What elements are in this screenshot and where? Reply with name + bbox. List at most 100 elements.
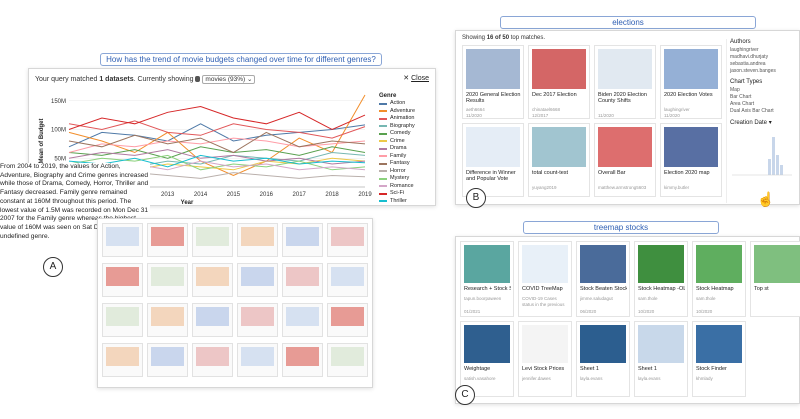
card-date: 12/2017 — [532, 113, 549, 118]
gallery-thumbnail[interactable] — [237, 303, 278, 337]
legend-swatch — [379, 200, 387, 203]
card-author: chinatael6668 — [532, 107, 561, 112]
legend-item[interactable]: Family — [379, 153, 415, 161]
legend-swatch — [379, 185, 387, 188]
chart-type-filter-item[interactable]: Area Chart — [730, 101, 755, 107]
author-filter-item[interactable]: jason.steven.banges — [730, 68, 776, 74]
legend-swatch — [379, 155, 387, 158]
card-title: COVID TreeMap — [522, 286, 563, 292]
gallery-thumbnail[interactable] — [282, 343, 323, 377]
legend-item[interactable]: Biography — [379, 123, 415, 131]
result-card[interactable]: total count-test yuyang2019 — [528, 123, 590, 197]
legend-label: Mystery — [390, 175, 410, 181]
result-card[interactable]: Top st — [750, 241, 800, 317]
y-tick-label: 100M — [51, 128, 66, 134]
result-card[interactable]: 2020 Election Votes laughingriver 11/2020 — [660, 45, 722, 119]
legend-item[interactable]: Crime — [379, 138, 415, 146]
x-axis-label: Year — [181, 200, 194, 205]
creation-date-histogram[interactable] — [730, 129, 794, 177]
gallery-thumbnail[interactable] — [102, 223, 143, 257]
legend-label: Drama — [390, 145, 407, 151]
gallery-thumbnail[interactable] — [102, 343, 143, 377]
legend-item[interactable]: Animation — [379, 115, 415, 123]
gallery-thumbnail[interactable] — [192, 223, 233, 257]
card-author: laughingriver — [664, 107, 690, 112]
gallery-thumbnail[interactable] — [192, 263, 233, 297]
chart-type-filter-item[interactable]: Map — [730, 87, 740, 93]
gallery-thumbnail[interactable] — [147, 303, 188, 337]
gallery-thumbnail[interactable] — [282, 303, 323, 337]
result-card[interactable]: COVID TreeMap COVID-19 Cases status in th… — [518, 241, 572, 317]
thumbnail-preview — [331, 267, 364, 286]
result-card[interactable]: Stock Finder khmlady — [692, 321, 746, 397]
gallery-thumbnail[interactable] — [147, 263, 188, 297]
gallery-thumbnail[interactable] — [147, 223, 188, 257]
thumbnail-preview — [151, 267, 184, 286]
thumbnail-preview — [151, 227, 184, 246]
chart-type-filter-item[interactable]: Bar Chart — [730, 94, 752, 100]
query-input-c[interactable]: treemap stocks — [523, 221, 719, 234]
gallery-thumbnail[interactable] — [237, 343, 278, 377]
chevron-down-icon: ⌄ — [246, 76, 253, 83]
filter-icon[interactable]: ▾ — [768, 120, 772, 126]
legend-item[interactable]: Adventure — [379, 108, 415, 116]
query-input-a[interactable]: How has the trend of movie budgets chang… — [100, 53, 382, 66]
result-card[interactable]: Weightage satish.vasahore — [460, 321, 514, 397]
legend-item[interactable]: Fantasy — [379, 160, 415, 168]
chart-type-filter-item[interactable]: Dual Axis Bar Chart — [730, 108, 774, 114]
gallery-thumbnail[interactable] — [237, 263, 278, 297]
result-card[interactable]: Dec 2017 Election chinatael6668 12/2017 — [528, 45, 590, 119]
legend-item[interactable]: Romance — [379, 183, 415, 191]
result-card[interactable]: Stock Beaten Stocks jimme.saludagut 06/202… — [576, 241, 630, 317]
dataset-select[interactable]: movies (93%) ⌄ — [202, 75, 256, 84]
gallery-thumbnail[interactable] — [327, 263, 368, 297]
gallery-thumbnail[interactable] — [192, 303, 233, 337]
card-author: kimmy.butler — [664, 185, 690, 190]
gallery-thumbnail[interactable] — [282, 223, 323, 257]
legend-swatch — [379, 117, 387, 120]
result-card[interactable]: Levi Stock Prices jennifer.dawes — [518, 321, 572, 397]
legend-item[interactable]: Mystery — [379, 175, 415, 183]
result-card[interactable]: Sheet 1 layla.evans — [576, 321, 630, 397]
thumbnail-preview — [106, 267, 139, 286]
gallery-thumbnail[interactable] — [102, 263, 143, 297]
result-card[interactable]: Research + Stock Signal tapun.boorpaween 0… — [460, 241, 514, 317]
panel-a-gallery — [97, 218, 373, 388]
result-card[interactable]: Election 2020 map kimmy.butler — [660, 123, 722, 197]
treemap-preview — [696, 325, 742, 363]
gallery-thumbnail[interactable] — [102, 303, 143, 337]
thumbnail-preview — [196, 267, 229, 286]
close-button[interactable]: ✕ Close — [403, 74, 429, 82]
badge-a: A — [43, 257, 63, 277]
result-card[interactable]: 2020 General Election Results aeth6664 11/… — [462, 45, 524, 119]
treemap-preview — [754, 245, 800, 283]
legend-item[interactable]: Comedy — [379, 130, 415, 138]
card-author: jennifer.dawes — [522, 376, 551, 381]
legend-item[interactable]: Horror — [379, 168, 415, 176]
result-card[interactable]: Stock Heatmap -OLD sam.thole 10/2020 — [634, 241, 688, 317]
gallery-thumbnail[interactable] — [327, 303, 368, 337]
thumbnail-preview — [241, 267, 274, 286]
query-input-b[interactable]: elections — [500, 16, 756, 29]
legend-item[interactable]: Drama — [379, 145, 415, 153]
gallery-thumbnail[interactable] — [282, 263, 323, 297]
author-filter-item[interactable]: laughingriver — [730, 47, 759, 53]
result-card[interactable]: Difference in Winner and Popular Vote — [462, 123, 524, 197]
legend-item[interactable]: Thriller — [379, 198, 415, 206]
gallery-thumbnail[interactable] — [237, 223, 278, 257]
author-filter-item[interactable]: madhavi.dhurjaty — [730, 54, 769, 60]
legend-label: Thriller — [390, 197, 407, 204]
result-card[interactable]: Biden 2020 Election County Shifts 11/2020 — [594, 45, 656, 119]
result-card[interactable]: Stock Heatmap sam.thole 10/2020 — [692, 241, 746, 317]
legend-item[interactable]: Sci-Fi — [379, 190, 415, 198]
legend-item[interactable]: Action — [379, 100, 415, 108]
card-author: tapun.boorpaween — [464, 296, 502, 301]
result-card[interactable]: Sheet 1 layla.evans — [634, 321, 688, 397]
gallery-thumbnail[interactable] — [192, 343, 233, 377]
gallery-thumbnail[interactable] — [147, 343, 188, 377]
gallery-thumbnail[interactable] — [327, 343, 368, 377]
card-author: jimme.saludagut — [580, 296, 613, 301]
gallery-thumbnail[interactable] — [327, 223, 368, 257]
result-card[interactable]: Overall Bar matthew.armstrong5603 — [594, 123, 656, 197]
author-filter-item[interactable]: sebastia.andrea — [730, 61, 766, 67]
